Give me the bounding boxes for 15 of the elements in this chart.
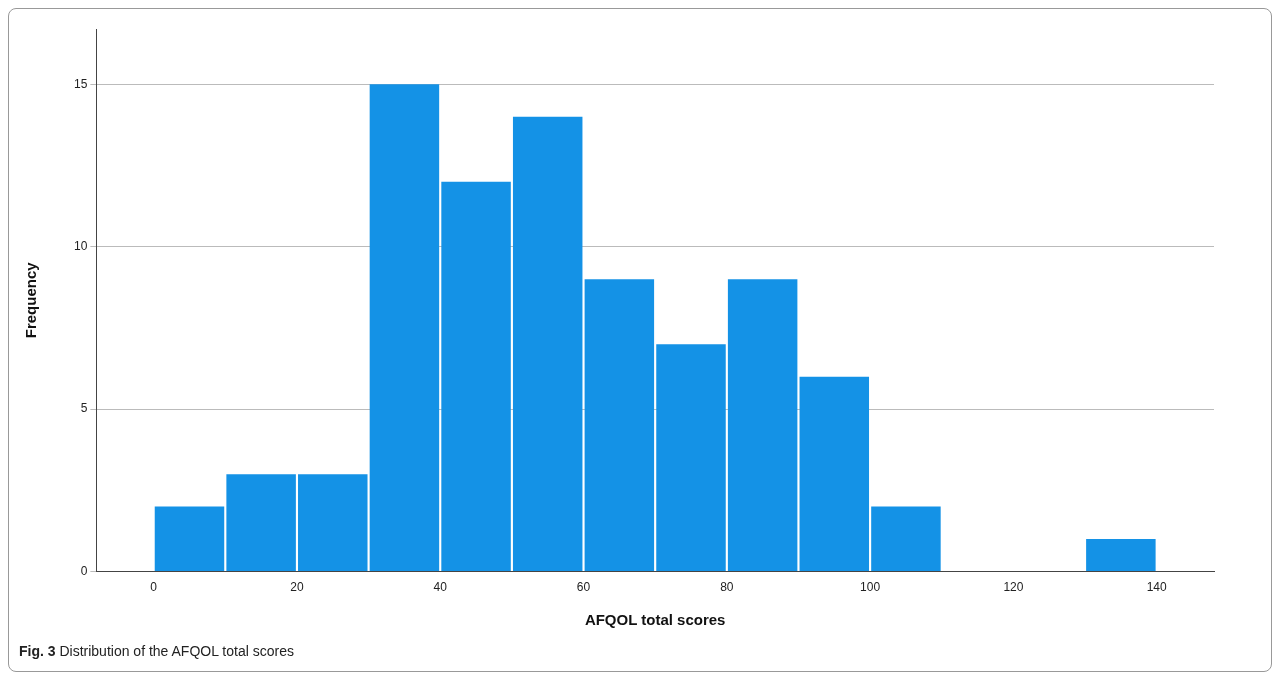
y-tick-label: 0 [80,563,88,578]
x-tick-label: 0 [150,580,158,595]
x-tick-label: 120 [1003,580,1024,595]
y-axis-title: Frequency [22,261,40,339]
y-tick-label: 15 [73,76,88,91]
x-tick-label: 60 [576,580,591,595]
x-tick-label: 80 [720,580,734,595]
y-tick-label: 5 [80,401,88,416]
x-axis-title: AFQOL total scores [584,611,726,629]
y-tick-label: 10 [73,239,88,253]
x-tick-label: 20 [290,580,304,595]
x-tick-label: 140 [1146,580,1168,595]
x-tick-label: 40 [433,580,448,595]
x-tick-label: 100 [860,580,881,595]
caption: Fig. 3 Distribution of the AFQOL total scores [18,642,295,661]
